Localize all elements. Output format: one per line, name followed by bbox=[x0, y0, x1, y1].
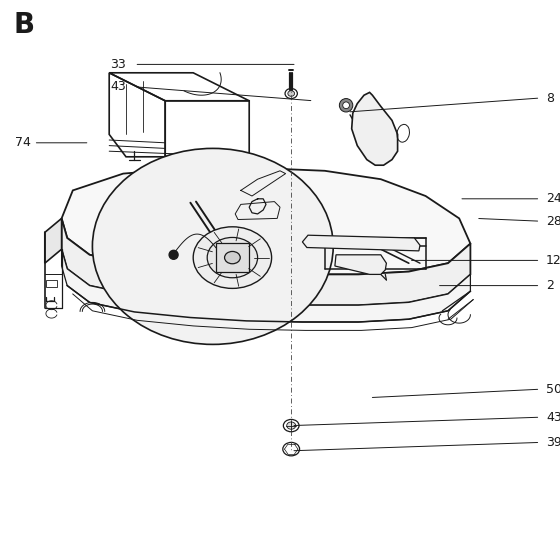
Text: 8: 8 bbox=[546, 91, 554, 105]
Text: 28: 28 bbox=[546, 214, 560, 228]
Polygon shape bbox=[302, 235, 420, 251]
Polygon shape bbox=[45, 218, 62, 263]
Ellipse shape bbox=[285, 88, 297, 99]
Text: B: B bbox=[14, 11, 35, 39]
Bar bbox=[46, 280, 57, 287]
Ellipse shape bbox=[207, 237, 258, 278]
Text: 43: 43 bbox=[110, 80, 126, 94]
Ellipse shape bbox=[193, 227, 272, 288]
Ellipse shape bbox=[283, 419, 299, 432]
Text: 39: 39 bbox=[546, 436, 560, 449]
Circle shape bbox=[169, 250, 178, 259]
Text: 50: 50 bbox=[546, 382, 560, 396]
Text: 74: 74 bbox=[15, 136, 31, 150]
Circle shape bbox=[339, 99, 353, 112]
Ellipse shape bbox=[225, 251, 240, 264]
Ellipse shape bbox=[92, 148, 333, 344]
Bar bbox=[216, 243, 249, 272]
Polygon shape bbox=[62, 168, 470, 274]
Polygon shape bbox=[352, 92, 398, 165]
Text: 24: 24 bbox=[546, 192, 560, 206]
Text: 43: 43 bbox=[546, 410, 560, 424]
Polygon shape bbox=[335, 255, 386, 274]
Text: 12: 12 bbox=[546, 254, 560, 267]
Text: 2: 2 bbox=[546, 279, 554, 292]
Ellipse shape bbox=[287, 422, 296, 429]
Text: 33: 33 bbox=[110, 58, 126, 71]
Circle shape bbox=[343, 102, 349, 109]
Ellipse shape bbox=[288, 91, 295, 96]
Polygon shape bbox=[62, 218, 470, 305]
Ellipse shape bbox=[283, 442, 300, 456]
Polygon shape bbox=[62, 249, 470, 322]
